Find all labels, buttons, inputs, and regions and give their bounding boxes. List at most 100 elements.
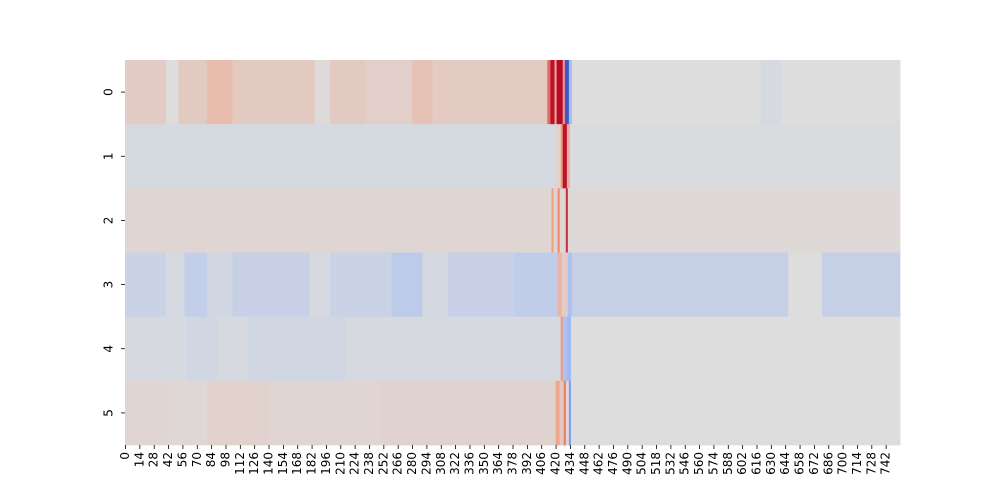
x-tick-label: 490 xyxy=(620,452,634,475)
heatmap-cell xyxy=(125,316,187,382)
heatmap-cell xyxy=(125,188,552,253)
heatmap-cell xyxy=(391,252,423,318)
y-tick-label: 2 xyxy=(102,217,116,225)
heatmap-cell xyxy=(569,124,901,189)
x-tick-label: 238 xyxy=(362,452,376,475)
heatmap-cell xyxy=(563,380,567,446)
x-tick-label: 378 xyxy=(506,452,520,475)
x-tick-label: 252 xyxy=(376,452,390,475)
x-tick-label: 56 xyxy=(175,452,189,467)
heatmap-cell xyxy=(559,380,565,446)
x-tick-label: 672 xyxy=(807,452,821,475)
heatmap-cell xyxy=(555,380,561,446)
heatmap-cell xyxy=(268,380,382,446)
heatmap-cell xyxy=(166,252,185,318)
x-tick-label: 308 xyxy=(434,452,448,475)
heatmap-cell xyxy=(565,188,569,253)
heatmap-cell xyxy=(570,380,901,446)
heatmap-cell xyxy=(567,252,573,318)
heatmap-cell xyxy=(207,380,269,446)
x-tick-label: 322 xyxy=(448,452,462,475)
heatmap-cell xyxy=(381,380,556,446)
x-tick-label: 168 xyxy=(290,452,304,475)
y-tick-label: 1 xyxy=(102,152,116,160)
heatmap-cell xyxy=(447,252,515,318)
y-tick-label: 4 xyxy=(102,345,116,353)
heatmap-cell xyxy=(570,316,901,382)
x-tick-label: 560 xyxy=(692,452,706,475)
x-tick-label: 532 xyxy=(663,452,677,475)
heatmap-cell xyxy=(760,60,782,125)
heatmap-cell xyxy=(178,60,208,125)
heatmap-cell xyxy=(186,316,218,382)
x-tick-label: 84 xyxy=(204,452,218,467)
x-tick-label: 448 xyxy=(577,452,591,475)
heatmap-cell xyxy=(248,316,346,382)
heatmap-cell xyxy=(566,316,572,382)
x-tick-label: 70 xyxy=(190,452,204,467)
x-tick-label: 336 xyxy=(462,452,476,475)
x-tick-label: 280 xyxy=(405,452,419,475)
heatmap-cell xyxy=(788,252,823,318)
x-tick-label: 364 xyxy=(491,452,505,475)
heatmap-cell xyxy=(330,252,392,318)
heatmap-cell xyxy=(330,60,367,125)
y-tick-label: 0 xyxy=(102,88,116,96)
x-tick-label: 350 xyxy=(477,452,491,475)
heatmap-cells xyxy=(125,60,901,446)
heatmap-cell xyxy=(217,316,249,382)
x-tick-label: 518 xyxy=(649,452,663,475)
heatmap-cell xyxy=(822,252,901,318)
x-tick-label: 742 xyxy=(879,452,893,475)
heatmap-cell xyxy=(125,252,167,318)
x-tick-label: 462 xyxy=(592,452,606,475)
heatmap-cell xyxy=(432,60,548,125)
x-tick-label: 616 xyxy=(749,452,763,475)
x-tick-label: 700 xyxy=(836,452,850,475)
heatmap-cell xyxy=(554,60,557,125)
heatmap-cell xyxy=(309,252,331,318)
heatmap-cell xyxy=(562,60,566,125)
heatmap-cell xyxy=(125,380,167,446)
x-tick-label: 406 xyxy=(534,452,548,475)
x-tick-label: 504 xyxy=(635,452,649,475)
heatmap-cell xyxy=(125,124,556,189)
x-tick-label: 630 xyxy=(764,452,778,475)
x-tick-label: 574 xyxy=(706,452,720,475)
heatmap-cell xyxy=(232,252,249,318)
x-tick-label: 686 xyxy=(821,452,835,475)
heatmap-cell xyxy=(560,124,564,189)
heatmap-cell xyxy=(314,60,331,125)
heatmap-cell xyxy=(566,124,571,189)
heatmap-cell xyxy=(547,60,551,125)
heatmap-cell xyxy=(565,380,570,446)
x-tick-label: 602 xyxy=(735,452,749,475)
x-tick-label: 154 xyxy=(276,452,290,475)
heatmap-cell xyxy=(561,252,569,318)
heatmap-cell xyxy=(571,60,761,125)
heatmap-cell xyxy=(365,60,413,125)
heatmap-cell xyxy=(514,252,559,318)
x-tick-label: 0 xyxy=(118,452,132,460)
x-tick-label: 42 xyxy=(161,452,175,467)
x-tick-label: 196 xyxy=(319,452,333,475)
x-tick-label: 714 xyxy=(850,452,864,475)
y-tick-label: 5 xyxy=(102,409,116,417)
heatmap-cell xyxy=(184,252,208,318)
x-tick-label: 476 xyxy=(606,452,620,475)
x-tick-label: 644 xyxy=(778,452,792,475)
x-axis: 0 14 28 42 56 70 84 98 112 126 140 154 168 182 196 210 2… xyxy=(118,445,893,475)
x-tick-label: 112 xyxy=(233,452,247,475)
heatmap-cell xyxy=(568,380,572,446)
x-tick-label: 294 xyxy=(419,452,433,475)
x-tick-label: 392 xyxy=(520,452,534,475)
x-tick-label: 14 xyxy=(132,452,146,467)
heatmap-cell xyxy=(557,188,561,253)
heatmap-cell xyxy=(571,252,789,318)
x-tick-label: 224 xyxy=(348,452,362,475)
heatmap-cell xyxy=(568,60,573,125)
heatmap-cell xyxy=(557,252,563,318)
heatmap-cell xyxy=(553,188,559,253)
heatmap-cell xyxy=(564,60,570,125)
